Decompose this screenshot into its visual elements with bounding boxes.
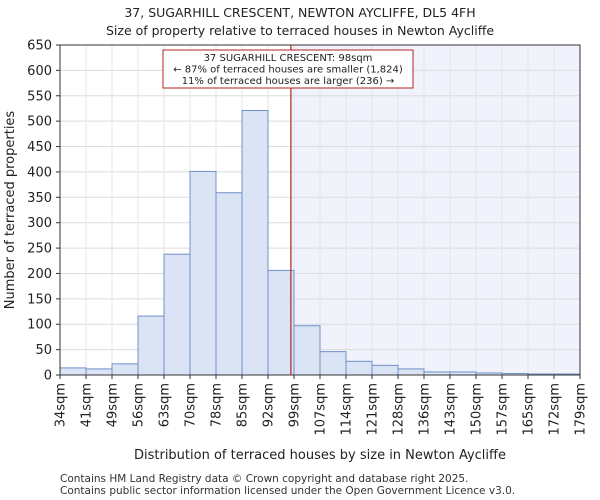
bar-121sqm [371,364,399,376]
y-tick-label-500: 500 [27,115,52,130]
x-tick-label-114sqm: 114sqm [340,383,355,436]
x-tick-label-85sqm: 85sqm [236,383,251,427]
larger-region-shading [290,45,580,375]
footer-licence: Contains public sector information licen… [60,485,516,497]
bar-92sqm [267,269,295,376]
bar-56sqm [137,315,165,376]
x-tick-label-49sqm: 49sqm [106,383,121,427]
x-tick-label-172sqm: 172sqm [548,383,563,436]
annotation-line-2: ← 87% of terraced houses are smaller (1,… [173,65,403,76]
x-tick-label-78sqm: 78sqm [210,383,225,427]
footer-copyright: Contains HM Land Registry data © Crown c… [60,473,469,485]
bar-99sqm [293,325,321,376]
y-tick-label-200: 200 [27,267,52,282]
bar-78sqm [215,192,243,376]
bar-128sqm [397,368,425,376]
y-tick-label-250: 250 [27,242,52,257]
y-tick-label-300: 300 [27,216,52,231]
x-tick-label-121sqm: 121sqm [366,383,381,436]
chart-title-line1: 37, SUGARHILL CRESCENT, NEWTON AYCLIFFE,… [124,5,476,20]
bar-114sqm [345,360,373,376]
x-tick-label-157sqm: 157sqm [496,383,511,436]
x-tick-label-179sqm: 179sqm [574,383,589,436]
y-tick-label-100: 100 [27,318,52,333]
y-tick-label-50: 50 [35,343,52,358]
y-tick-label-150: 150 [27,292,52,307]
x-tick-label-56sqm: 56sqm [132,383,147,427]
bar-107sqm [319,351,347,376]
y-tick-label-650: 650 [27,39,52,54]
y-tick-label-600: 600 [27,64,52,79]
y-tick-label-0: 0 [44,369,52,384]
annotation-line-1: 37 SUGARHILL CRESCENT: 98sqm [204,53,373,64]
y-tick-label-550: 550 [27,89,52,104]
x-tick-label-99sqm: 99sqm [288,383,303,427]
y-axis-label: Number of terraced properties [3,111,18,310]
annotation-box [162,49,414,89]
x-tick-label-165sqm: 165sqm [522,383,537,436]
x-tick-label-150sqm: 150sqm [470,383,485,436]
x-tick-label-107sqm: 107sqm [314,383,329,436]
bar-63sqm [163,253,191,376]
x-tick-label-128sqm: 128sqm [392,383,407,436]
x-tick-label-34sqm: 34sqm [54,383,69,427]
bar-85sqm [241,109,269,376]
x-axis-label: Distribution of terraced houses by size … [134,448,506,463]
y-tick-label-350: 350 [27,191,52,206]
bar-70sqm [189,170,217,376]
bar-49sqm [111,363,139,376]
x-tick-label-41sqm: 41sqm [80,383,95,427]
x-tick-label-70sqm: 70sqm [184,383,199,427]
x-tick-label-63sqm: 63sqm [158,383,173,427]
x-tick-label-143sqm: 143sqm [444,383,459,436]
y-tick-label-450: 450 [27,140,52,155]
bar-41sqm [85,368,113,376]
annotation-line-3: 11% of terraced houses are larger (236) … [182,76,395,87]
y-tick-label-400: 400 [27,165,52,180]
x-tick-label-92sqm: 92sqm [262,383,277,427]
x-tick-label-136sqm: 136sqm [418,383,433,436]
chart-title-line2: Size of property relative to terraced ho… [105,23,495,38]
bar-34sqm [59,367,87,376]
